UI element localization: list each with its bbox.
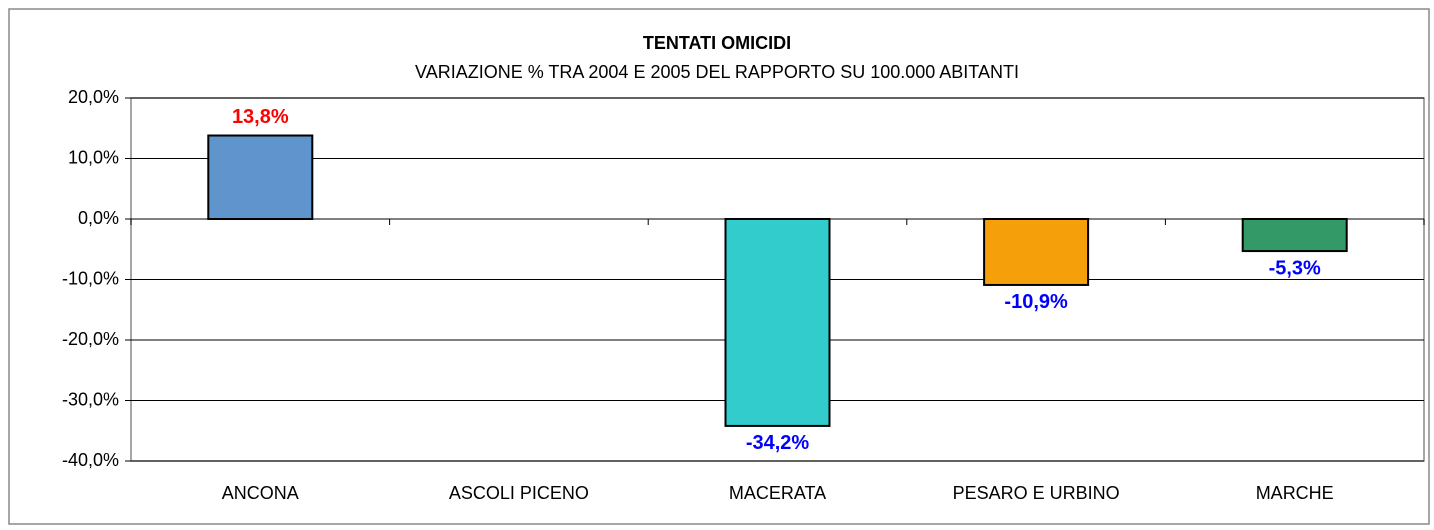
value-label: -10,9% — [1004, 291, 1068, 313]
chart-subtitle: VARIAZIONE % TRA 2004 E 2005 DEL RAPPORT… — [415, 62, 1019, 82]
x-tick-label: PESARO E URBINO — [953, 483, 1120, 503]
chart-title: TENTATI OMICIDI — [643, 33, 791, 53]
bar — [207, 134, 314, 220]
y-tick-label: 0,0% — [78, 208, 119, 228]
x-tick-label: MARCHE — [1256, 483, 1334, 503]
x-tick-label: MACERATA — [729, 483, 826, 503]
bar — [1241, 218, 1348, 253]
chart-frame — [8, 8, 1430, 525]
value-label: 13,8% — [232, 106, 289, 128]
y-tick-label: -20,0% — [62, 329, 119, 349]
x-tick-label: ANCONA — [222, 483, 299, 503]
y-tick-label: -30,0% — [62, 389, 119, 409]
x-tick-label: ASCOLI PICENO — [449, 483, 589, 503]
value-label: -34,2% — [746, 432, 810, 454]
y-tick-label: 10,0% — [68, 147, 119, 167]
y-tick-label: -40,0% — [62, 450, 119, 470]
bar — [983, 218, 1090, 286]
value-label: -5,3% — [1269, 257, 1321, 279]
y-tick-label: 20,0% — [68, 87, 119, 107]
y-tick-label: -10,0% — [62, 268, 119, 288]
bar — [724, 218, 831, 427]
